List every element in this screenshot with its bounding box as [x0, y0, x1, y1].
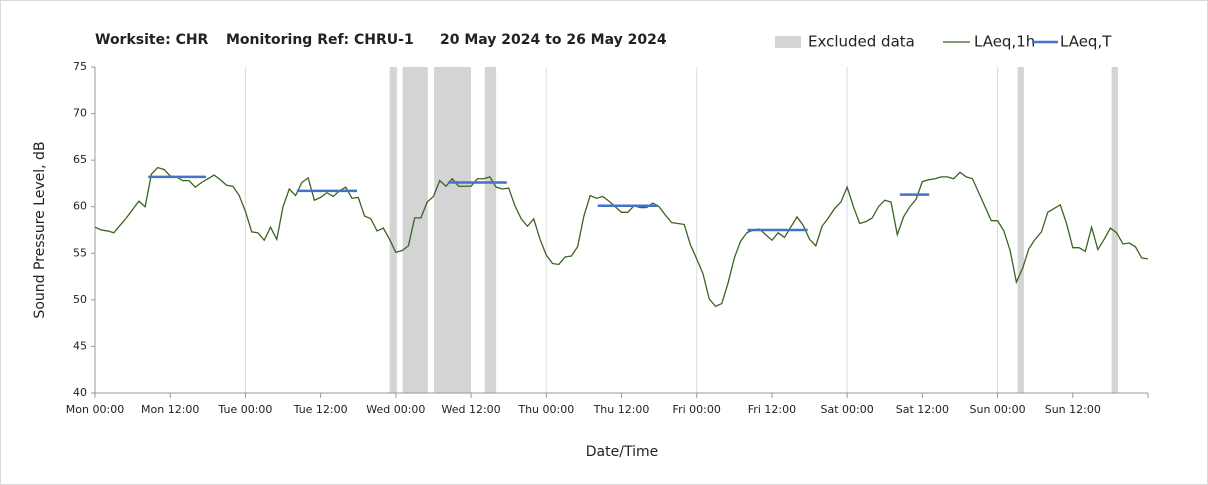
- y-axis-title: Sound Pressure Level, dB: [32, 141, 48, 318]
- x-tick-label: Mon 00:00: [66, 403, 124, 416]
- chart-title: Worksite: CHR: [95, 32, 209, 48]
- chart-title: 20 May 2024 to 26 May 2024: [440, 32, 667, 48]
- x-tick-label: Thu 00:00: [517, 403, 574, 416]
- y-tick-label: 45: [73, 339, 87, 352]
- y-tick-label: 70: [73, 107, 87, 120]
- x-tick-label: Wed 00:00: [366, 403, 425, 416]
- y-tick-label: 40: [73, 386, 87, 399]
- legend-label: LAeq,T: [1060, 33, 1112, 51]
- x-tick-label: Fri 12:00: [748, 403, 796, 416]
- excluded-band: [484, 67, 497, 393]
- y-tick-label: 50: [73, 293, 87, 306]
- legend-label: LAeq,1h: [974, 33, 1035, 51]
- x-tick-label: Sat 00:00: [821, 403, 874, 416]
- x-tick-label: Wed 12:00: [441, 403, 500, 416]
- x-tick-label: Mon 12:00: [141, 403, 199, 416]
- chart-title: Monitoring Ref: CHRU-1: [226, 32, 414, 48]
- x-tick-label: Sun 00:00: [970, 403, 1026, 416]
- x-tick-label: Tue 12:00: [293, 403, 348, 416]
- excluded-band: [434, 67, 472, 393]
- legend-label: Excluded data: [808, 33, 915, 51]
- x-axis-title: Date/Time: [586, 444, 658, 460]
- y-tick-label: 65: [73, 153, 87, 166]
- excluded-band: [1111, 67, 1118, 393]
- excluded-band: [402, 67, 428, 393]
- excluded-band: [389, 67, 398, 393]
- excluded-band: [1017, 67, 1024, 393]
- y-tick-label: 60: [73, 200, 87, 213]
- y-tick-label: 75: [73, 60, 87, 73]
- x-tick-label: Sat 12:00: [896, 403, 949, 416]
- x-tick-label: Tue 00:00: [217, 403, 272, 416]
- legend-swatch: [775, 36, 801, 48]
- series-line: [94, 166, 1149, 308]
- x-tick-label: Sun 12:00: [1045, 403, 1101, 416]
- x-tick-label: Fri 00:00: [673, 403, 721, 416]
- x-tick-label: Thu 12:00: [593, 403, 650, 416]
- y-tick-label: 55: [73, 246, 87, 259]
